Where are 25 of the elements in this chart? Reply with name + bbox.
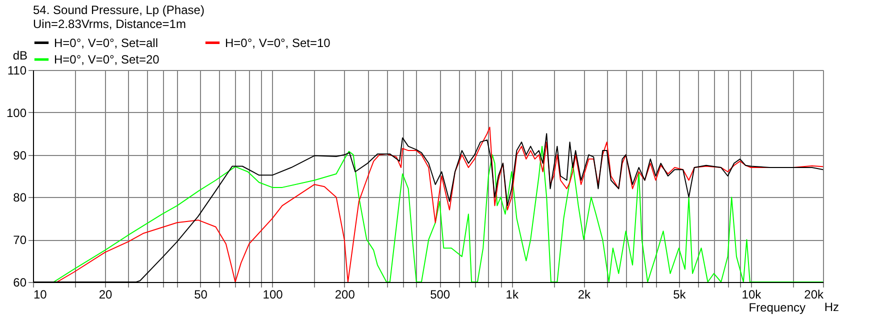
x-tick-label: 20 <box>98 288 113 302</box>
y-tick-label: 60 <box>13 276 27 290</box>
x-tick-label: 1k <box>506 288 520 302</box>
y-tick-label: 70 <box>13 233 27 248</box>
text: Hz <box>824 300 839 314</box>
y-axis-title: dB <box>12 48 28 62</box>
legend-label: H=0°, V=0°, Set=20 <box>54 52 160 66</box>
x-tick-label: 100 <box>262 288 284 302</box>
x-tick-label: 10 <box>34 288 48 302</box>
legend-label: H=0°, V=0°, Set=10 <box>225 36 331 50</box>
x-tick-label: 5k <box>673 288 687 302</box>
x-tick-label: 500 <box>430 288 450 302</box>
x-tick-label: 2k <box>578 288 592 302</box>
x-tick-label: 20k <box>804 288 824 302</box>
legend-label: H=0°, V=0°, Set=all <box>54 36 158 50</box>
chart-title: 54. Sound Pressure, Lp (Phase) <box>33 3 204 17</box>
y-tick-label: 110 <box>7 64 27 78</box>
y-tick-label: 90 <box>13 148 27 162</box>
y-tick-label: 100 <box>6 106 27 120</box>
y-tick-label: 80 <box>13 190 27 205</box>
x-tick-label: 200 <box>334 288 356 302</box>
x-tick-label: 50 <box>194 288 208 302</box>
x-axis-title: Frequency <box>748 300 806 314</box>
x-tick-label: 10k <box>742 288 762 302</box>
legend-title: Uin=2.83Vrms, Distance=1m <box>33 17 186 31</box>
